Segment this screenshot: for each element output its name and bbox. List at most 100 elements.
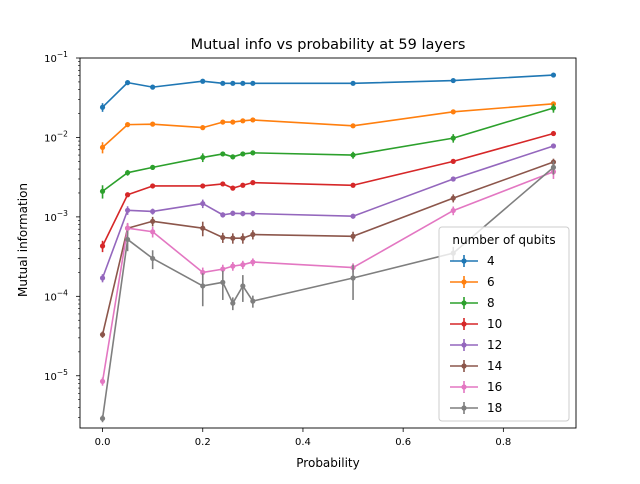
data-point bbox=[550, 72, 557, 78]
series-6 bbox=[99, 101, 557, 154]
data-point bbox=[200, 183, 206, 189]
y-tick-label: 10−2 bbox=[44, 129, 68, 144]
data-point bbox=[240, 182, 246, 188]
data-point bbox=[124, 236, 131, 243]
data-point bbox=[150, 229, 156, 235]
data-point bbox=[450, 176, 456, 182]
x-axis-label: Probability bbox=[296, 456, 359, 470]
data-point bbox=[220, 151, 226, 157]
legend-frame bbox=[438, 226, 570, 422]
x-tick-label: 0.4 bbox=[295, 437, 311, 448]
data-point bbox=[230, 154, 236, 160]
data-point bbox=[150, 121, 156, 127]
data-point bbox=[230, 80, 236, 86]
data-point bbox=[200, 125, 206, 131]
data-point bbox=[230, 263, 236, 269]
x-tick-label: 0.2 bbox=[195, 437, 211, 448]
y-tick-label: 10−1 bbox=[44, 50, 68, 65]
y-tick-label: 10−3 bbox=[44, 209, 68, 224]
y-tick-exponent: −4 bbox=[57, 288, 68, 297]
y-axis-label: Mutual information bbox=[16, 183, 30, 297]
data-point bbox=[200, 269, 206, 276]
data-point bbox=[99, 331, 106, 338]
legend-swatch-marker bbox=[461, 300, 467, 306]
data-point bbox=[150, 183, 156, 189]
data-point bbox=[250, 210, 256, 217]
data-point bbox=[450, 109, 456, 115]
data-point bbox=[240, 151, 246, 157]
legend-entry: 4 bbox=[450, 254, 495, 268]
data-point bbox=[230, 300, 236, 306]
y-tick-base: 10 bbox=[44, 133, 57, 144]
data-point bbox=[124, 80, 131, 86]
data-point bbox=[350, 182, 356, 188]
legend-entry: 10 bbox=[450, 317, 502, 331]
data-point bbox=[250, 180, 256, 186]
series-10 bbox=[99, 130, 557, 253]
series-14 bbox=[99, 158, 557, 338]
data-point bbox=[350, 233, 356, 239]
data-point bbox=[150, 218, 156, 224]
data-point bbox=[230, 210, 236, 216]
legend-label: 4 bbox=[487, 254, 495, 268]
data-point bbox=[250, 298, 256, 304]
data-point bbox=[350, 152, 356, 158]
chart-title: Mutual info vs probability at 59 layers bbox=[191, 37, 466, 53]
y-tick-base: 10 bbox=[44, 372, 57, 383]
data-point bbox=[220, 80, 226, 86]
data-point bbox=[450, 135, 456, 141]
data-point bbox=[230, 185, 236, 191]
data-point bbox=[450, 207, 456, 214]
legend-entry: 12 bbox=[450, 338, 502, 352]
data-point bbox=[124, 207, 131, 213]
data-point bbox=[450, 77, 456, 84]
data-point bbox=[99, 243, 106, 249]
data-point bbox=[220, 279, 226, 285]
y-tick-label: 10−5 bbox=[44, 368, 68, 383]
legend-swatch-marker bbox=[461, 384, 467, 390]
ticks-layer: 0.0 0.2 0.4 0.6 0.810−510−410−310−210−1 bbox=[44, 50, 511, 448]
data-point bbox=[200, 283, 206, 289]
axes-frame bbox=[79, 57, 577, 429]
data-point bbox=[230, 235, 236, 241]
legend-title: number of qubits bbox=[452, 233, 555, 247]
data-point bbox=[124, 192, 131, 198]
data-point bbox=[350, 213, 356, 219]
data-point bbox=[220, 212, 226, 218]
series-8 bbox=[99, 103, 557, 199]
data-point bbox=[99, 275, 106, 281]
data-point bbox=[200, 200, 206, 207]
data-point bbox=[450, 195, 456, 201]
x-tick-label: 0.8 bbox=[495, 437, 511, 448]
data-point bbox=[240, 80, 246, 86]
plot-area: 0.0 0.2 0.4 0.6 0.810−510−410−310−210−1 bbox=[44, 50, 577, 448]
data-point bbox=[99, 378, 106, 384]
data-point bbox=[250, 117, 256, 123]
legend-label: 16 bbox=[487, 380, 502, 394]
y-tick-exponent: −3 bbox=[57, 209, 68, 218]
data-point bbox=[350, 123, 356, 129]
data-point bbox=[200, 154, 206, 161]
legend-swatch-marker bbox=[461, 342, 467, 348]
legend-label: 14 bbox=[487, 359, 502, 373]
legend-entry: 16 bbox=[450, 380, 502, 394]
data-point bbox=[200, 78, 206, 84]
data-point bbox=[220, 266, 226, 272]
data-point bbox=[124, 122, 131, 128]
data-point bbox=[124, 170, 131, 176]
legend-label: 10 bbox=[487, 317, 502, 331]
data-point bbox=[99, 188, 106, 194]
legend-entries: 4 6 8 10 12 14 16 18 bbox=[450, 254, 502, 415]
data-point bbox=[240, 262, 246, 268]
data-point bbox=[550, 143, 557, 149]
legend-entry: 6 bbox=[450, 275, 495, 289]
data-point bbox=[240, 210, 246, 217]
legend-label: 18 bbox=[487, 401, 502, 415]
data-point bbox=[230, 119, 236, 125]
x-tick-label: 0.6 bbox=[395, 437, 411, 448]
legend-swatch-marker bbox=[461, 405, 467, 411]
y-tick-exponent: −1 bbox=[57, 50, 68, 59]
data-point bbox=[240, 118, 246, 124]
